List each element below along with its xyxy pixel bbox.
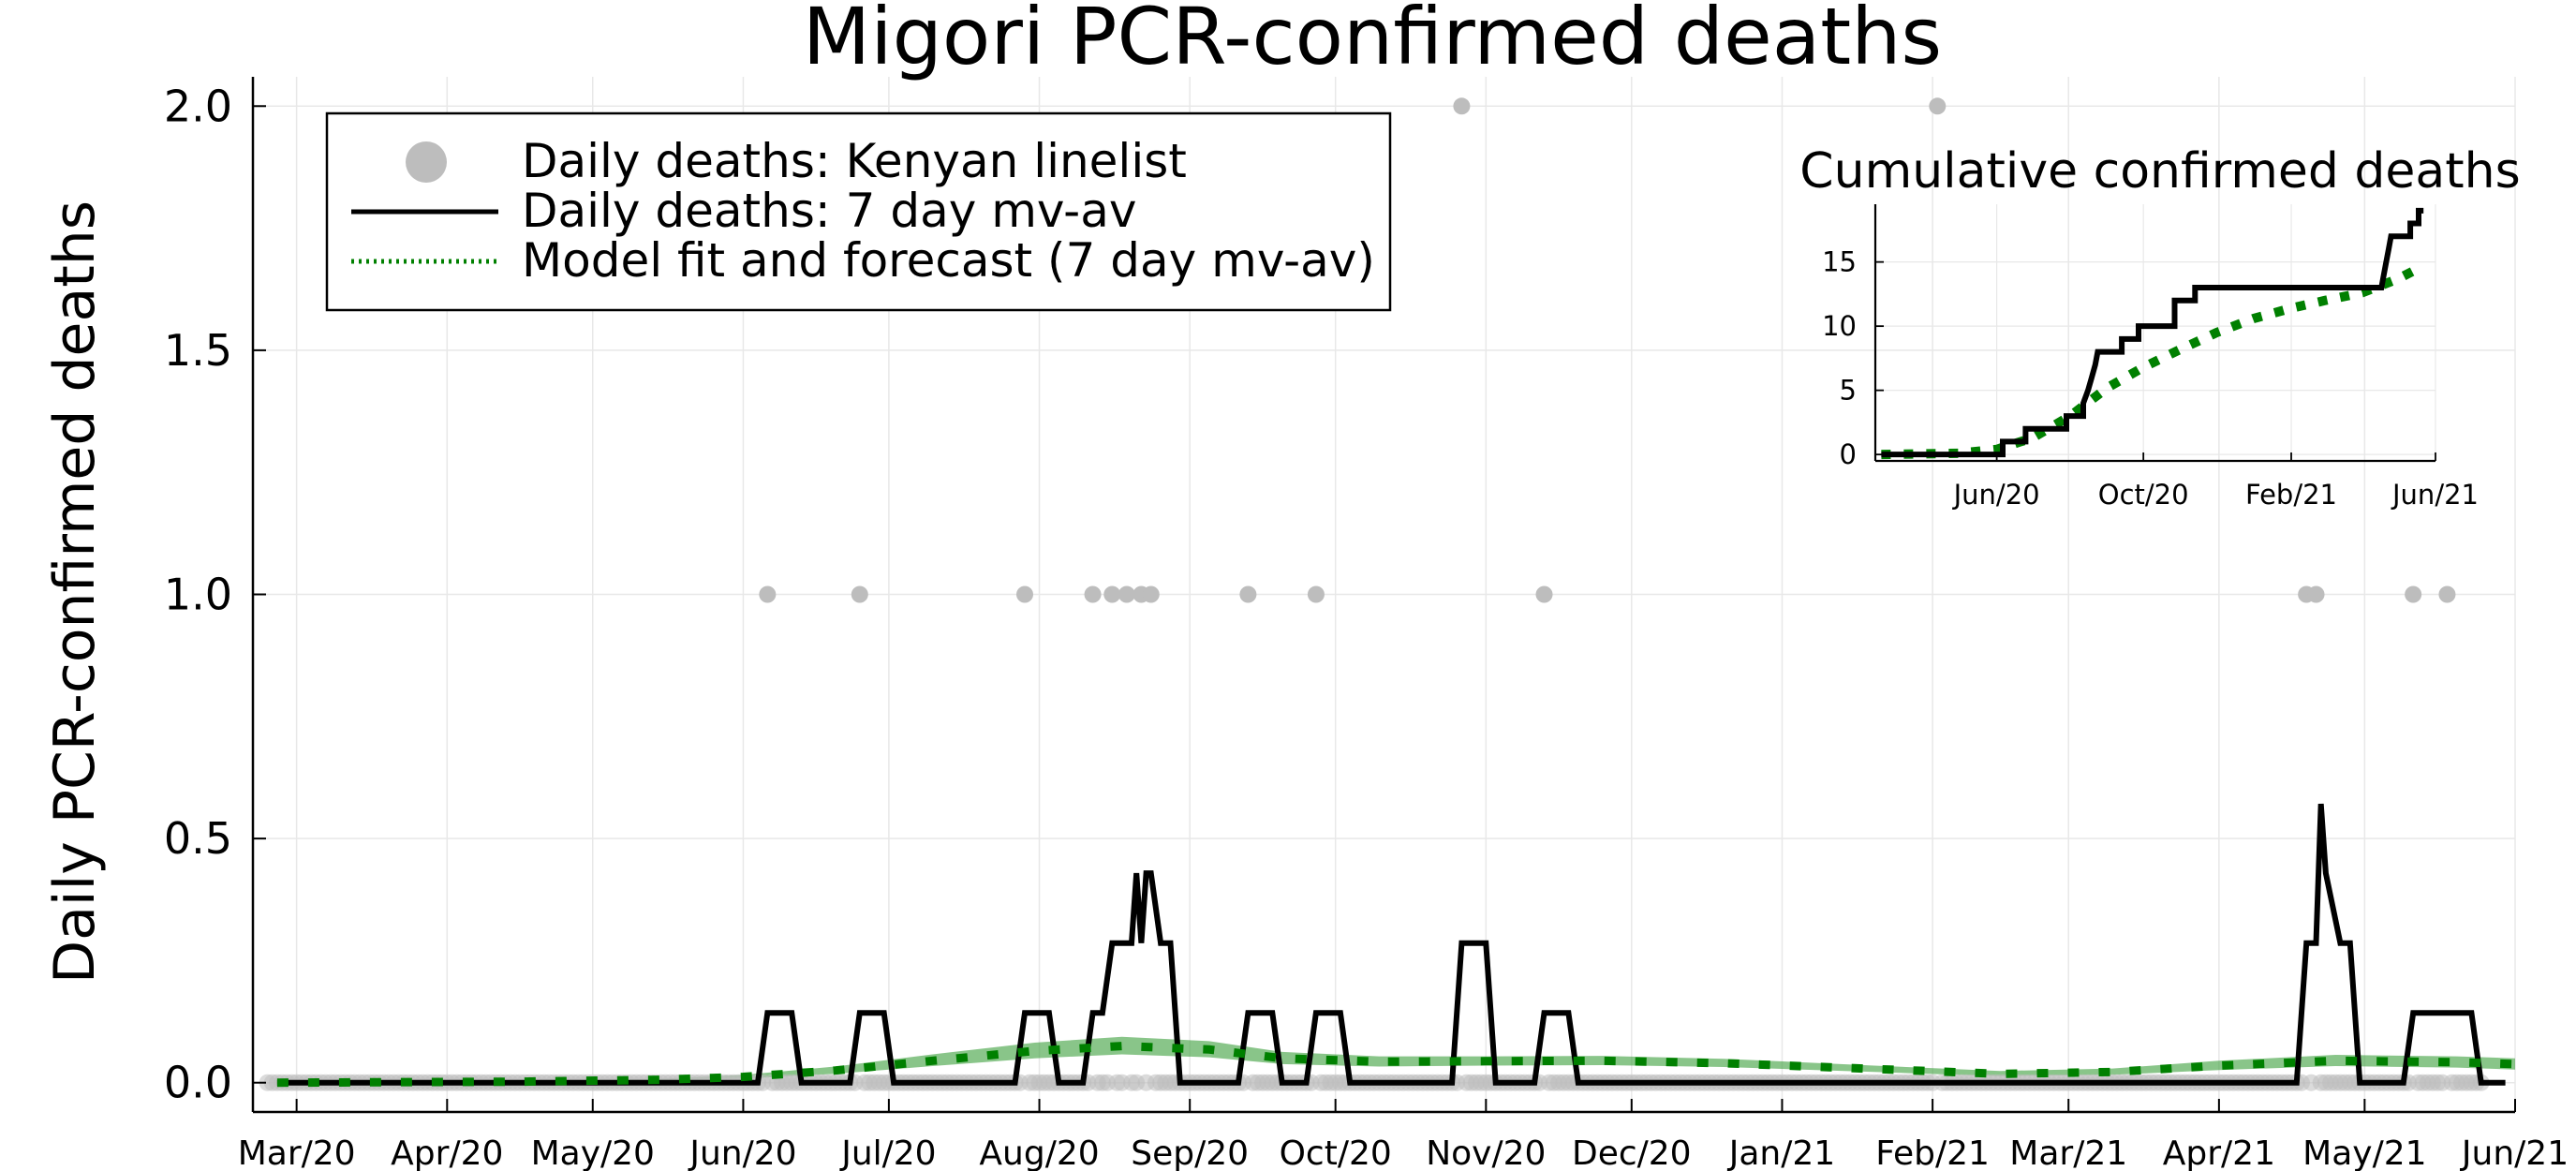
x-tick-label: Jun/20 [688, 1134, 796, 1171]
scatter-point [1453, 97, 1471, 115]
inset-x-tick-label: Jun/21 [2391, 479, 2479, 511]
scatter-point [1307, 586, 1325, 603]
inset-axes: Jun/20 Oct/20 Feb/21 Jun/21 0 5 10 15 [1822, 204, 2479, 511]
main-axes: Mar/20 Apr/20 May/20 Jun/20 Jul/20 Aug/20 Sep/… [164, 77, 2569, 1171]
scatter-point [2307, 586, 2325, 603]
x-tick-label: Feb/21 [1875, 1134, 1990, 1171]
inset-y-tick-label: 10 [1822, 310, 1857, 342]
scatter-point [1103, 586, 1121, 603]
scatter-point [1142, 586, 1160, 603]
scatter-point [1929, 97, 1947, 115]
x-tick-label: Jun/21 [2460, 1134, 2569, 1171]
inset-model-line [1881, 261, 2426, 460]
x-tick-label: Oct/20 [1280, 1134, 1392, 1171]
legend-box [325, 111, 1392, 312]
inset-x-tick-label: Feb/21 [2245, 479, 2337, 511]
y-tick-label: 1.0 [164, 570, 232, 620]
scatter-point [2405, 586, 2422, 603]
scatter-point [1239, 586, 1257, 603]
legend: Daily deaths: Kenyan linelist Daily deat… [325, 111, 1392, 312]
legend-label-scatter: Daily deaths: Kenyan linelist [522, 134, 1187, 188]
mv-av-line [276, 803, 2506, 1086]
y-tick-label: 2.0 [164, 81, 232, 131]
x-tick-label: Aug/20 [979, 1134, 1099, 1171]
scatter-point [759, 586, 777, 603]
x-tick-label: May/20 [531, 1134, 655, 1171]
scatter-point [1084, 586, 1102, 603]
inset-y-tick-label: 0 [1840, 438, 1857, 470]
inset-title: Cumulative confirmed deaths [1799, 143, 2520, 200]
main-lines [276, 803, 2516, 1088]
inset-x-tick-label: Jun/20 [1952, 479, 2040, 511]
x-tick-label: Sep/20 [1131, 1134, 1249, 1171]
x-tick-label: Dec/20 [1572, 1134, 1692, 1171]
inset-y-tick-label: 15 [1822, 246, 1857, 278]
x-tick-label: Apr/21 [2163, 1134, 2275, 1171]
legend-label-line: Daily deaths: 7 day mv-av [522, 184, 1136, 238]
x-tick-label: Apr/20 [391, 1134, 503, 1171]
scatter-point [1016, 586, 1034, 603]
scatter-point [1535, 586, 1553, 603]
legend-label-model: Model fit and forecast (7 day mv-av) [522, 233, 1375, 288]
x-tick-label: Jul/20 [839, 1134, 936, 1171]
inset-cumulative-line [1881, 207, 2424, 458]
x-tick-label: May/21 [2302, 1134, 2426, 1171]
scatter-point [1118, 586, 1135, 603]
x-tick-label: Jan/21 [1727, 1134, 1835, 1171]
scatter-point [2438, 586, 2456, 603]
y-tick-label: 0.0 [164, 1058, 232, 1108]
inset-lines [1881, 207, 2426, 460]
y-tick-label: 0.5 [164, 813, 232, 864]
linelist-scatter [259, 97, 2490, 1091]
scatter-point [851, 586, 868, 603]
x-tick-label: Mar/21 [2009, 1134, 2127, 1171]
inset-y-tick-label: 5 [1840, 375, 1857, 407]
legend-marker-scatter [406, 141, 447, 183]
y-axis-label: Daily PCR-confirmed deaths [42, 200, 108, 984]
inset-x-tick-label: Oct/20 [2098, 479, 2189, 511]
chart-title: Migori PCR-confirmed deaths [803, 0, 1942, 82]
x-tick-label: Mar/20 [238, 1134, 356, 1171]
model-line [276, 1042, 2516, 1088]
inset-grid [1875, 204, 2436, 461]
y-tick-label: 1.5 [164, 325, 232, 376]
inset-chart: Cumulative confirmed deaths Jun/20 Oct/20… [1799, 143, 2520, 511]
x-tick-label: Nov/20 [1426, 1134, 1546, 1171]
